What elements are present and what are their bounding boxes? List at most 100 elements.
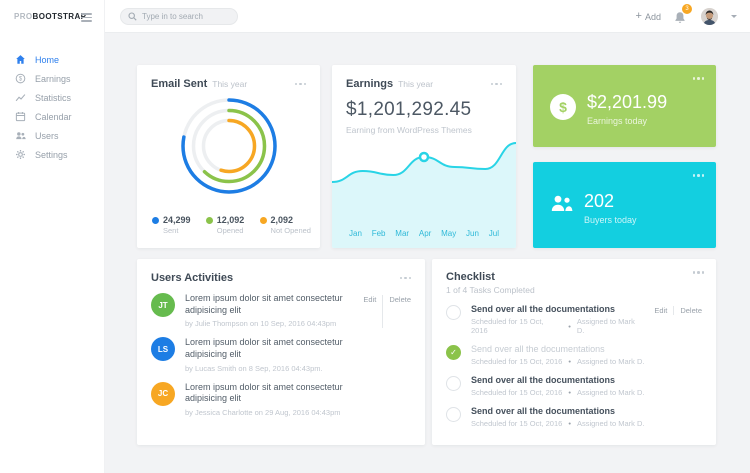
task-title: Send over all the documentations <box>471 375 616 385</box>
add-button-label: Add <box>644 11 661 22</box>
legend-item: 24,299 Sent <box>152 215 191 235</box>
sidebar-nav: Home $ Earnings Statistics Calendar User… <box>0 50 104 164</box>
card-menu-icon[interactable] <box>692 271 704 274</box>
email-legend: 24,299 Sent 12,092 Opened 2,092 Not Opened <box>152 215 311 235</box>
donut-ring <box>201 118 256 174</box>
dollar-icon: $ <box>15 73 26 84</box>
card-subtitle: This year <box>398 79 434 89</box>
task-scheduled: Scheduled for 15 Oct, 2016 <box>471 357 563 366</box>
earnings-marker <box>418 151 430 163</box>
legend-dot <box>259 217 267 224</box>
legend-dot <box>152 217 159 224</box>
task-assigned: Assigned to Mark D. <box>576 357 645 366</box>
earnings-card: Earnings This year $1,201,292.45 Earning… <box>332 65 516 248</box>
activity-row: LS Lorem ipsum dolor sit amet consectetu… <box>137 328 425 373</box>
checklist-card: Checklist 1 of 4 Tasks Completed ✓ Send … <box>432 259 716 445</box>
stats-icon <box>15 94 26 102</box>
email-donut-chart <box>180 98 277 194</box>
activity-avatar: JT <box>151 293 175 317</box>
earnings-months-strip: Jan Feb Mar Apr May Jun Jul <box>332 218 516 248</box>
search-icon <box>128 12 137 21</box>
calendar-icon <box>15 112 26 122</box>
buyers-today-value: 202 <box>584 191 615 211</box>
dollar-badge-icon: $ <box>550 94 576 120</box>
sidebar-item-settings[interactable]: Settings <box>0 145 104 164</box>
topbar: Add 3 <box>0 0 750 33</box>
edit-link[interactable]: Edit <box>363 295 384 329</box>
delete-link[interactable]: Delete <box>389 295 411 304</box>
bullet-separator: • <box>568 357 571 366</box>
task-scheduled: Scheduled for 15 Oct, 2016 <box>471 317 544 335</box>
notifications-button[interactable]: 3 <box>674 4 692 24</box>
sidebar-item-label: Statistics <box>35 92 72 103</box>
sidebar-item-users[interactable]: Users <box>0 126 104 145</box>
activity-row: JT Lorem ipsum dolor sit amet consectetu… <box>137 284 425 329</box>
sidebar-item-label: Calendar <box>35 111 72 122</box>
task-assigned: Assigned to Mark D. <box>576 419 645 428</box>
checklist-item: ✓ Send over all the documentations Sched… <box>432 295 716 335</box>
menu-toggle-icon[interactable] <box>81 13 92 24</box>
card-title: Email Sent <box>151 78 208 90</box>
task-title: Send over all the documentations <box>471 304 616 314</box>
sidebar-item-label: Settings <box>35 149 68 160</box>
brand-logo-bold: BOOTSTRAP <box>32 12 87 21</box>
delete-link[interactable]: Delete <box>680 306 702 315</box>
search-box[interactable] <box>120 8 238 25</box>
bell-icon <box>675 12 685 23</box>
earnings-caption: Earning from WordPress Themes <box>346 125 472 135</box>
month-label: Apr <box>418 228 432 238</box>
card-title: Checklist <box>446 271 495 283</box>
brand-logo: PROBOOTSTRAP <box>14 12 86 21</box>
sidebar-item-label: Users <box>35 130 59 141</box>
card-menu-icon[interactable] <box>490 82 502 86</box>
activity-row: JC Lorem ipsum dolor sit amet consectetu… <box>137 373 425 417</box>
bullet-separator: • <box>568 419 571 428</box>
legend-value: 24,299 <box>163 215 191 225</box>
sidebar-item-statistics[interactable]: Statistics <box>0 88 104 107</box>
card-menu-icon[interactable] <box>692 174 704 177</box>
activity-byline: by Jessica Charlotte on 29 Aug, 2016 04:… <box>185 408 341 418</box>
buyers-icon <box>551 195 573 211</box>
task-assigned: Assigned to Mark D. <box>576 388 645 397</box>
sidebar-item-calendar[interactable]: Calendar <box>0 107 104 126</box>
card-menu-icon[interactable] <box>294 82 306 86</box>
earnings-today-label: Earnings today <box>587 116 648 126</box>
month-label: May <box>441 228 457 238</box>
chevron-down-icon[interactable] <box>731 15 737 18</box>
task-title: Send over all the documentations <box>471 344 605 354</box>
month-label: Mar <box>395 228 410 238</box>
legend-item: 2,092 Not Opened <box>259 215 311 235</box>
plus-icon <box>636 11 642 22</box>
task-title: Send over all the documentations <box>471 406 616 416</box>
card-title: Earnings <box>346 78 394 90</box>
sidebar-item-label: Earnings <box>35 73 71 84</box>
activity-avatar: LS <box>151 337 175 362</box>
avatar-photo <box>701 8 718 25</box>
bullet-separator: • <box>568 321 571 331</box>
buyers-today-card: 202 Buyers today <box>533 162 716 248</box>
add-button[interactable]: Add <box>636 11 661 22</box>
sidebar-item-home[interactable]: Home <box>0 50 104 69</box>
edit-link[interactable]: Edit <box>654 306 675 315</box>
checkbox-circle[interactable]: ✓ <box>446 345 461 360</box>
notification-badge: 3 <box>682 4 692 14</box>
buyers-today-label: Buyers today <box>584 215 637 225</box>
sidebar: PROBOOTSTRAP Home $ Earnings Statistics … <box>0 0 105 473</box>
card-menu-icon[interactable] <box>692 77 704 80</box>
donut-ring <box>191 108 266 184</box>
checkbox-circle[interactable]: ✓ <box>446 407 461 422</box>
gear-icon <box>16 150 25 159</box>
card-menu-icon[interactable] <box>399 276 411 280</box>
earnings-area-chart <box>332 125 516 218</box>
checkbox-circle[interactable]: ✓ <box>446 305 461 320</box>
sidebar-item-earnings[interactable]: $ Earnings <box>0 69 104 88</box>
month-label: Jan <box>349 228 362 238</box>
activity-text: Lorem ipsum dolor sit amet consectetur a… <box>185 381 343 404</box>
home-icon <box>16 55 25 64</box>
email-sent-card: Email Sent This year 24,299 Sent 12,092 Op… <box>137 65 320 248</box>
earnings-value: $1,201,292.45 <box>346 99 472 120</box>
checkbox-circle[interactable]: ✓ <box>446 376 461 391</box>
user-avatar[interactable] <box>701 8 718 25</box>
search-input[interactable] <box>142 12 230 21</box>
activity-text: Lorem ipsum dolor sit amet consectetur a… <box>185 337 343 360</box>
